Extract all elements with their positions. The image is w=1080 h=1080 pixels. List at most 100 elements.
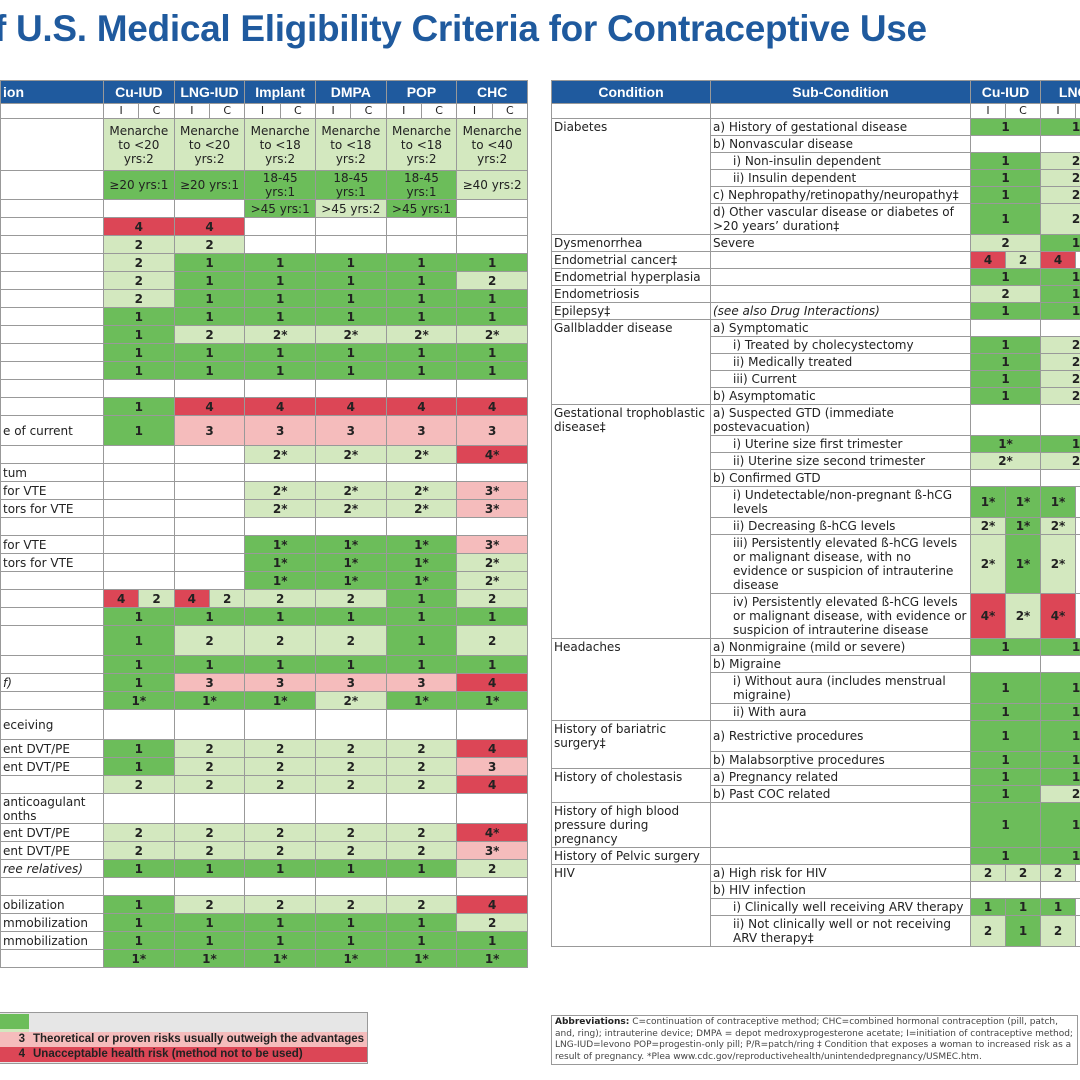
legend-item: 3 Theoretical or proven risks usually out… (0, 1032, 367, 1047)
cell: 2 (385, 823, 458, 842)
cell: Menarche to <40 yrs:2 (456, 118, 528, 171)
condition: Gallbladder disease (551, 319, 711, 337)
cell: 2 (173, 625, 246, 656)
cell: 1 (103, 859, 175, 878)
cell: 2* (314, 499, 387, 518)
column-header: Implant (244, 80, 316, 104)
title: f U.S. Medical Eligibility Criteria for … (0, 8, 927, 49)
cell: 1 (970, 203, 1041, 235)
cell: 1 (970, 784, 1041, 803)
cell: 2 (173, 841, 246, 860)
row: History of Pelvic surgery 1 1 (551, 846, 1080, 865)
cell: 2* (456, 571, 528, 590)
sub-condition: i) Non-insulin dependent (710, 152, 971, 170)
cell: 2 (385, 841, 458, 860)
cell: 1 (970, 801, 1041, 848)
column-header: DMPA (314, 80, 387, 104)
sub-condition: ii) Insulin dependent (710, 169, 971, 187)
cell: 1 (970, 169, 1041, 187)
cell: 1* (244, 691, 316, 710)
cell: 1 (1040, 801, 1080, 848)
cell: 2 (385, 757, 458, 776)
condition (551, 534, 711, 594)
cell: 1* (244, 949, 316, 968)
cell (1040, 880, 1080, 899)
subheader: I (456, 103, 493, 119)
cell: 1* (173, 949, 246, 968)
cell: 2* (1040, 534, 1076, 594)
cell: 3* (456, 481, 528, 500)
blank (710, 103, 971, 119)
cell: >45 yrs:1 (385, 199, 458, 218)
row: Diabetes a) History of gestational diseas… (551, 118, 1080, 136)
row: b) Malabsorptive procedures 1 1 (551, 750, 1080, 769)
cell: 3 (456, 757, 528, 776)
cell (173, 553, 246, 572)
cell: 1 (173, 307, 246, 326)
cell: 1* (1040, 486, 1076, 518)
cell: 1 (244, 913, 316, 932)
row-label (0, 199, 104, 218)
sub-condition: ii) Uterine size second trimester (710, 452, 971, 470)
cell: 2* (385, 499, 458, 518)
row-label (0, 289, 104, 308)
condition (551, 452, 711, 470)
cell: 18-45 yrs:1 (244, 170, 316, 200)
cell: 1 (1040, 118, 1080, 136)
cell: 3 (244, 415, 316, 446)
cell (385, 217, 458, 236)
cell: 1 (1040, 750, 1080, 769)
row: 2* 2* 2* 4* (0, 445, 528, 464)
cell (970, 319, 1041, 337)
cell (1075, 534, 1080, 594)
cell: 2 (103, 289, 175, 308)
cell: 1 (314, 253, 387, 272)
cell: 2 (456, 859, 528, 878)
cell (103, 535, 175, 554)
condition (551, 203, 711, 235)
cell: 1 (385, 625, 458, 656)
cell: 2* (244, 481, 316, 500)
row-label (0, 625, 104, 656)
cell: 2 (1040, 863, 1076, 882)
cell: 1 (1040, 720, 1080, 752)
row: i) Without aura (includes menstrual migr… (551, 672, 1080, 704)
cell (244, 379, 316, 398)
row: iii) Current 1 2 (551, 370, 1080, 388)
condition (551, 469, 711, 487)
row: Menarche to <20 yrs:2 Menarche to <20 yrs… (0, 118, 528, 171)
cell: 3 (385, 415, 458, 446)
cell: 1 (385, 289, 458, 308)
cell: 1 (1040, 703, 1080, 721)
cell (456, 709, 528, 740)
cell: 2* (385, 325, 458, 344)
cell: 1 (385, 589, 458, 608)
cell (314, 379, 387, 398)
cell: 2 (244, 739, 316, 758)
row-label (0, 607, 104, 626)
condition: Endometrial hyperplasia (551, 268, 711, 286)
cell: 1 (1040, 234, 1080, 252)
cell: 3 (173, 415, 246, 446)
cell: 2 (103, 235, 175, 254)
legend: 3 Theoretical or proven risks usually out… (0, 1012, 368, 1064)
cell: 1 (244, 343, 316, 362)
row-label (0, 361, 104, 380)
cell: 2 (456, 589, 528, 608)
sub-condition: b) Nonvascular disease (710, 135, 971, 153)
row-label: f) (0, 673, 104, 692)
sub-condition: c) Nephropathy/retinopathy/neuropathy‡ (710, 186, 971, 204)
column-header: Condition (551, 80, 711, 104)
cell: 2 (1040, 203, 1080, 235)
cell (314, 463, 387, 482)
cell: 2 (314, 841, 387, 860)
cell: 1 (970, 370, 1041, 388)
cell (970, 469, 1041, 487)
cell: 2 (103, 841, 175, 860)
cell: 1 (385, 655, 458, 674)
cell: 2* (456, 325, 528, 344)
cell: 2* (314, 481, 387, 500)
cell: 2 (456, 271, 528, 290)
condition (551, 655, 711, 673)
